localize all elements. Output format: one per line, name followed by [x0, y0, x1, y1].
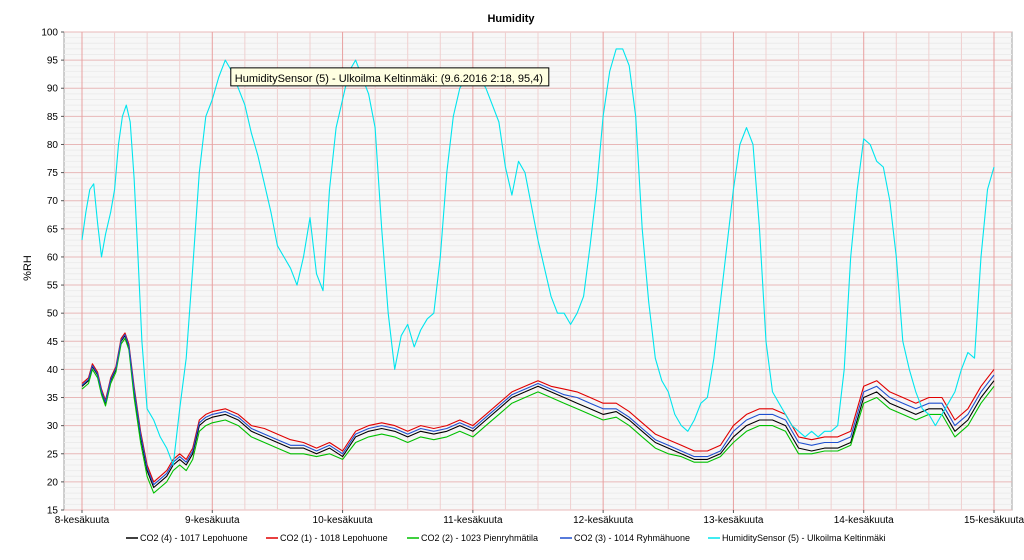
tooltip-box [230, 67, 550, 87]
x-tick-label: 12-kesäkuuta [573, 515, 633, 526]
legend: CO2 (4) - 1017 Lepohuone CO2 (1) - 1018 L… [126, 533, 886, 543]
legend-label: CO2 (1) - 1018 Lepohuone [280, 533, 388, 543]
y-tick-label: 15 [47, 506, 59, 517]
y-tick-label: 30 [47, 421, 59, 432]
y-tick-label: 20 [47, 477, 59, 488]
y-tick-label: 75 [47, 168, 59, 179]
series-line-0 [81, 335, 995, 489]
legend-label: CO2 (4) - 1017 Lepohuone [140, 533, 248, 543]
x-tick-label: 8-kesäkuuta [55, 515, 110, 526]
x-tick-label: 13-kesäkuuta [703, 515, 763, 526]
x-tick-label: 11-kesäkuuta [443, 515, 503, 526]
grid-vertical [81, 32, 995, 510]
series-lines [81, 48, 995, 494]
y-tick-label: 100 [41, 28, 58, 39]
tooltip: HumiditySensor (5) - Ulkoilma Keltinmäki… [230, 67, 550, 87]
legend-label: HumiditySensor (5) - Ulkoilma Keltinmäki [722, 533, 886, 543]
y-tick-label: 85 [47, 112, 59, 123]
y-tick-label: 55 [47, 281, 59, 292]
series-line-4 [81, 48, 995, 466]
y-tick-label: 70 [47, 196, 59, 207]
y-tick-label: 95 [47, 56, 59, 67]
chart-title: Humidity [487, 13, 535, 25]
x-tick-label: 9-kesäkuuta [185, 515, 240, 526]
legend-label: CO2 (2) - 1023 Pienryhmätila [421, 533, 538, 543]
series-line-2 [81, 337, 995, 494]
y-tick-label: 60 [47, 252, 59, 263]
y-axis-ticks: 15 20 25 30 35 40 45 50 55 60 65 70 75 80 85 90 95 100 [41, 28, 64, 517]
y-tick-label: 50 [47, 309, 59, 320]
y-tick-label: 80 [47, 140, 59, 151]
y-tick-label: 45 [47, 337, 59, 348]
tooltip-text: HumiditySensor (5) - Ulkoilma Keltinmäki… [235, 73, 543, 85]
series-line-3 [81, 333, 995, 486]
y-tick-label: 35 [47, 393, 59, 404]
y-tick-label: 65 [47, 224, 59, 235]
x-tick-label: 10-kesäkuuta [313, 515, 373, 526]
y-tick-label: 40 [47, 365, 59, 376]
legend-label: CO2 (3) - 1014 Ryhmähuone [574, 533, 690, 543]
y-tick-label: 25 [47, 449, 59, 460]
x-tick-label: 14-kesäkuuta [834, 515, 894, 526]
y-tick-label: 90 [47, 84, 59, 95]
x-axis-ticks: 8-kesäkuuta 9-kesäkuuta 10-kesäkuuta 11-kes… [55, 510, 1024, 526]
x-tick-label: 15-kesäkuuta [964, 515, 1024, 526]
series-line-1 [81, 332, 995, 483]
y-axis-label: %RH [22, 255, 34, 281]
